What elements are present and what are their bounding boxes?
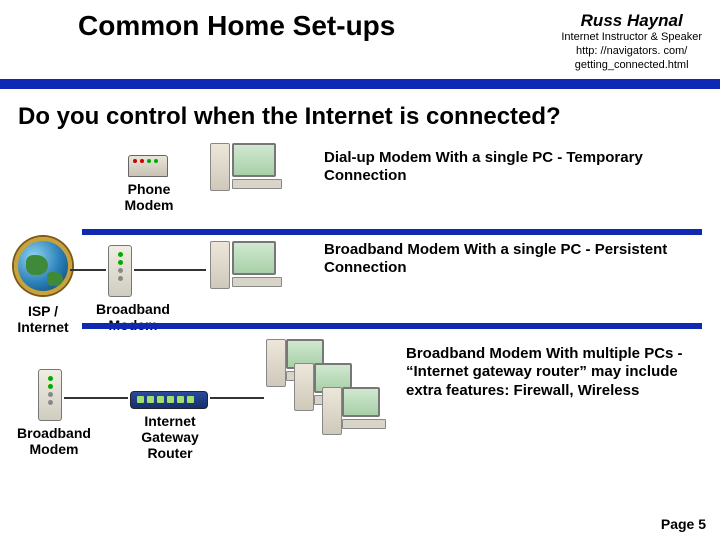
separator-bar [82,323,702,329]
label-router: Internet Gateway Router [124,413,216,461]
label-phone-modem: Phone Modem [116,181,182,213]
broadband-modem-icon [108,245,132,297]
globe-icon [14,237,72,295]
diagram-area: ISP / Internet Phone Modem Dial-up Modem… [0,141,720,511]
router-icon [130,391,208,409]
author-url-1: http: //navigators. com/ [561,45,702,59]
desc-broadband-multi: Broadband Modem With multiple PCs - “Int… [406,345,706,401]
desc-broadband-single: Broadband Modem With a single PC - Persi… [324,241,694,279]
author-name: Russ Haynal [561,10,702,31]
author-block: Russ Haynal Internet Instructor & Speake… [561,10,702,73]
desc-dialup: Dial-up Modem With a single PC - Tempora… [324,149,672,187]
pc-icon [232,241,282,287]
header-accent-bar [0,79,720,89]
label-broadband-modem-2: Broadband Modem [6,425,102,457]
slide-title: Common Home Set-ups [18,10,395,42]
separator-bar [82,229,702,235]
slide-header: Common Home Set-ups Russ Haynal Internet… [0,0,720,79]
wire [64,397,128,399]
wire [210,397,264,399]
wire [134,269,206,271]
label-isp: ISP / Internet [4,303,82,335]
author-role: Internet Instructor & Speaker [561,31,702,45]
pc-icon [232,143,282,189]
broadband-modem-icon [38,369,62,421]
pc-icon [342,387,386,429]
page-number: Page 5 [661,516,706,532]
slide-question: Do you control when the Internet is conn… [0,103,720,141]
author-url-2: getting_connected.html [561,59,702,73]
phone-modem-icon [128,155,168,177]
wire [70,269,106,271]
